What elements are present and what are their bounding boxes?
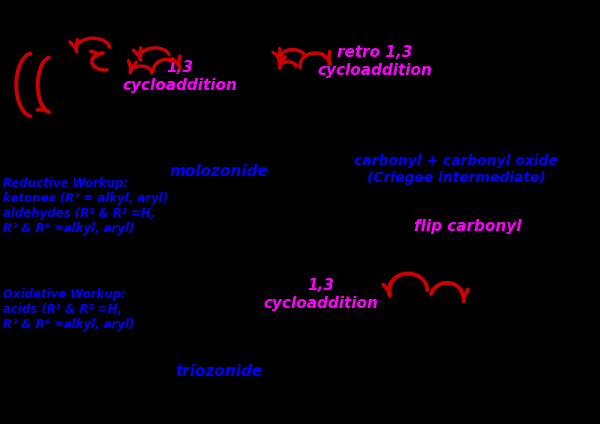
Text: carbonyl + carbonyl oxide
(Criegee intermediate): carbonyl + carbonyl oxide (Criegee inter… <box>354 154 558 185</box>
Text: flip carbonyl: flip carbonyl <box>414 219 522 234</box>
Text: triozonide: triozonide <box>175 363 263 379</box>
Text: 1,3
cycloaddition: 1,3 cycloaddition <box>263 279 379 311</box>
Text: Oxidative Workup:
acids (R¹ & R² =H,
R³ & R⁴ =alkyl, aryl): Oxidative Workup: acids (R¹ & R² =H, R³ … <box>3 288 134 331</box>
Text: 1,3
cycloaddition: 1,3 cycloaddition <box>122 60 238 92</box>
Text: molozonide: molozonide <box>170 164 268 179</box>
Text: Reductive Workup:
ketones (R³ = alkyl, aryl)
aldehydes (R¹ & R² =H,
R³ & R⁴ =alk: Reductive Workup: ketones (R³ = alkyl, a… <box>3 177 168 234</box>
Text: retro 1,3
cycloaddition: retro 1,3 cycloaddition <box>317 45 433 78</box>
